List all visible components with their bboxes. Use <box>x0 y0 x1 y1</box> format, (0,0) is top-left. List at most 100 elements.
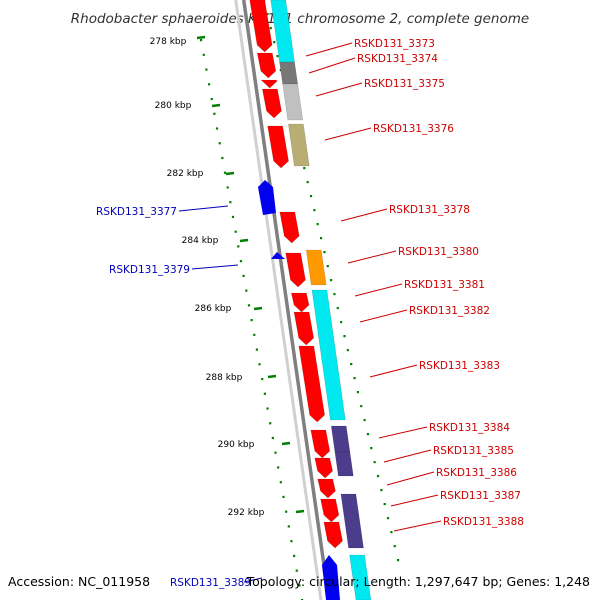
tick-dot-left <box>263 392 266 395</box>
feature-box-8 <box>334 451 354 477</box>
cds-arrow-2 <box>256 52 277 79</box>
tick-dot-left <box>293 554 296 557</box>
tick-mark <box>196 35 206 40</box>
cds-arrow-12 <box>314 457 333 479</box>
tick-dot-right <box>363 419 366 422</box>
tick-label: 292 kbp <box>228 508 265 518</box>
tick-dot-right <box>346 349 349 352</box>
gene-label-bottom: RSKD131_3389 <box>170 577 251 589</box>
tick-dot-right <box>366 433 370 436</box>
feature-box-6 <box>311 289 346 421</box>
gene-label: RSKD131_3381 <box>404 279 485 291</box>
gene-leader-line <box>378 426 428 439</box>
tick-dot-left <box>226 186 229 189</box>
tick-dot-left <box>210 97 213 101</box>
tick-dot-right <box>360 405 363 408</box>
tick-mark <box>267 374 277 379</box>
gene-leader-line <box>178 205 229 212</box>
gene-label: RSKD131_3376 <box>373 123 454 135</box>
gene-leader-line <box>386 471 435 486</box>
gene-label: RSKD131_3373 <box>354 38 435 50</box>
tick-dot-left <box>207 83 211 86</box>
gene-label: RSKD131_3384 <box>429 422 510 434</box>
tick-dot-right <box>273 41 276 44</box>
genome-backbone <box>234 0 331 600</box>
cds-arrow-14 <box>320 498 340 523</box>
gene-label: RSKD131_3385 <box>433 445 514 457</box>
cds-arrow-5 <box>267 125 289 169</box>
gene-label: RSKD131_3375 <box>364 78 445 90</box>
cds-arrow-6 <box>279 211 300 244</box>
tick-dot-left <box>290 540 293 543</box>
tick-dot-right <box>340 321 343 324</box>
map-title: Rhodobacter sphaeroides KD131 chromosome… <box>71 11 529 27</box>
tick-dot-left <box>250 319 253 322</box>
tick-label: 278 kbp <box>150 37 187 47</box>
tick-dot-right <box>303 167 306 170</box>
tick-dot-left <box>229 201 232 204</box>
tick-dot-right <box>316 223 319 226</box>
tick-dot-right <box>336 307 339 310</box>
gene-leader-line <box>393 520 442 532</box>
gene-label: RSKD131_3382 <box>409 305 490 317</box>
gene-label: RSKD131_3374 <box>357 53 438 65</box>
gene-label: RSKD131_3380 <box>398 246 479 258</box>
tick-label: 290 kbp <box>218 440 255 450</box>
gene-labels: RSKD131_3373 RSKD131_3374 RSKD131_3375 RSKD… <box>96 38 524 583</box>
tick-dot-right <box>313 209 316 212</box>
tick-dot-left <box>266 407 269 410</box>
tick-dot-left <box>261 377 264 381</box>
tick-dot-left <box>200 39 203 42</box>
tick-dot-left <box>258 363 261 366</box>
tick-dot-left <box>245 289 248 292</box>
tick-dot-right <box>390 531 393 534</box>
tick-dot-left <box>282 495 285 499</box>
tick-mark <box>281 441 291 446</box>
gene-label: RSKD131_3377 <box>96 206 177 218</box>
tick-dot-left <box>218 142 221 145</box>
cds-arrow-8 <box>290 292 310 313</box>
tick-label: 280 kbp <box>155 101 192 111</box>
cds-arrow-10 <box>298 345 325 423</box>
tick-dot-left <box>253 333 256 336</box>
tick-dot-right <box>393 545 396 548</box>
reverse-gene-arrow-3379 <box>271 252 285 259</box>
gene-label: RSKD131_3387 <box>440 490 521 502</box>
gene-leader-line <box>308 57 356 74</box>
gene-leader-line <box>324 127 372 141</box>
tick-dot-left <box>247 304 251 307</box>
feature-box-10 <box>349 554 372 600</box>
tick-dot-right <box>356 391 359 394</box>
cds-arrow-9 <box>293 311 315 346</box>
tick-dot-left <box>215 127 219 130</box>
tick-dot-left <box>223 171 227 174</box>
tick-dot-right <box>343 335 346 338</box>
cds-arrow-4 <box>262 88 282 119</box>
cds-arrow-7 <box>285 252 306 288</box>
tick-dot-right <box>383 503 386 506</box>
tick-dot-left <box>242 274 245 277</box>
backbone-line <box>242 0 331 600</box>
tick-dot-left <box>205 68 208 71</box>
tick-dot-right <box>269 27 272 30</box>
tick-dot-left <box>239 260 243 263</box>
genome-summary-text: Topology: circular; Length: 1,297,647 bp… <box>246 574 590 589</box>
tick-mark <box>225 171 235 176</box>
tick-dot-left <box>285 510 288 513</box>
tick-dot-right <box>397 559 400 562</box>
gene-leader-line <box>383 449 432 463</box>
tick-mark <box>253 306 263 311</box>
gene-leader-line <box>359 309 408 323</box>
gene-label: RSKD131_3378 <box>389 204 470 216</box>
gene-leader-line <box>347 250 397 264</box>
tick-dotted-guides <box>200 0 400 600</box>
tick-dot-right <box>266 13 269 16</box>
tick-dot-right <box>330 279 333 282</box>
tick-dot-left <box>274 451 277 454</box>
tick-mark <box>211 103 221 108</box>
gene-leader-line <box>390 494 439 507</box>
tick-dot-right <box>373 461 376 464</box>
gene-leader-line <box>340 208 388 222</box>
feature-box-9 <box>340 493 364 549</box>
